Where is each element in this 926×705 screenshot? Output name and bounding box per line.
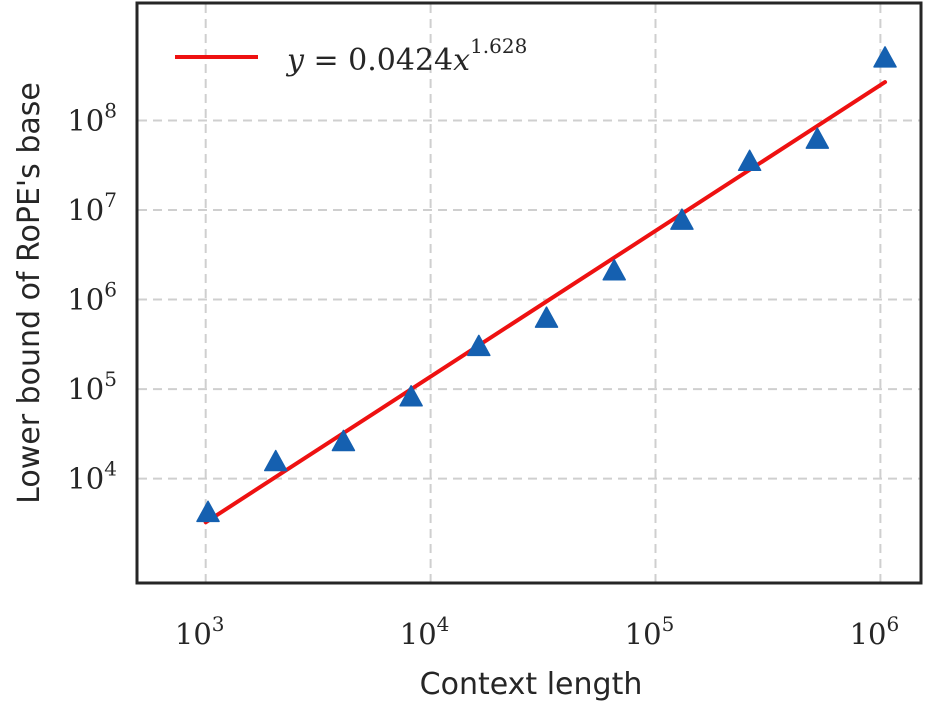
data-point: [805, 127, 830, 149]
data-point: [331, 429, 356, 452]
y-tick-label: 107: [67, 188, 117, 227]
data-point: [670, 208, 694, 230]
plot-frame: [135, 1, 923, 585]
fit-line: [203, 80, 888, 525]
data-point: [467, 334, 491, 357]
x-tick-label: 105: [625, 612, 675, 651]
legend: y = 0.0424x1.628: [175, 34, 527, 78]
y-axis-label: Lower bound of RoPE's base: [12, 82, 47, 504]
data-point: [399, 385, 423, 407]
fit-line-layer: [203, 80, 888, 525]
data-point: [534, 306, 559, 328]
x-axis-label: Context length: [420, 667, 643, 702]
y-axis-ticks: 104 105 106 107 108: [67, 98, 117, 495]
data-point: [263, 449, 288, 472]
legend-label: y = 0.0424x1.628: [285, 34, 527, 78]
grid-lines: [138, 4, 920, 582]
x-tick-label: 106: [850, 612, 900, 651]
y-tick-label: 104: [67, 457, 117, 496]
x-tick-label: 103: [175, 612, 225, 651]
x-axis-ticks: 103 104 105 106: [175, 612, 899, 651]
x-tick-label: 104: [400, 612, 450, 651]
data-point: [196, 500, 220, 523]
y-tick-label: 108: [67, 98, 117, 137]
y-tick-label: 105: [67, 367, 117, 406]
data-point: [737, 149, 762, 172]
data-point: [873, 46, 897, 68]
y-tick-label: 106: [67, 278, 117, 317]
data-point: [602, 258, 626, 281]
data-points-layer: [196, 46, 897, 523]
